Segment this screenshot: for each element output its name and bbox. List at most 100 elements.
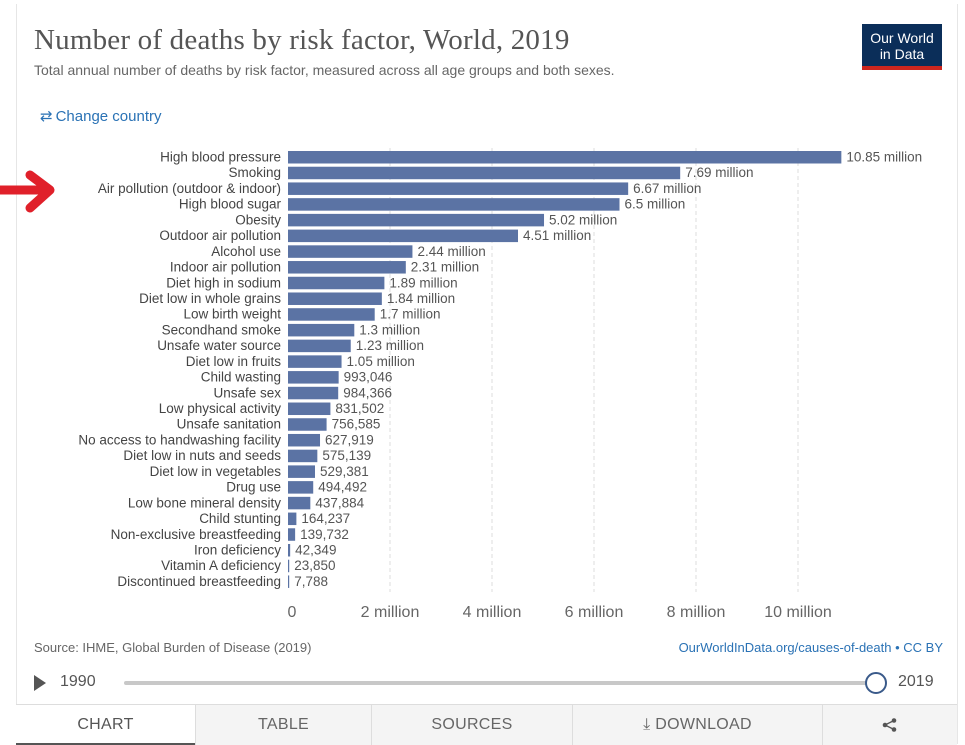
- tab-sources[interactable]: SOURCES: [371, 705, 572, 745]
- category-label: Diet low in nuts and seeds: [123, 448, 281, 463]
- category-label: Air pollution (outdoor & indoor): [98, 181, 281, 196]
- value-label: 1.23 million: [356, 338, 424, 353]
- bar[interactable]: [288, 559, 290, 573]
- logo-line-1: Our World: [870, 30, 934, 46]
- bar[interactable]: [288, 323, 355, 337]
- share-icon: [882, 717, 897, 732]
- category-label: Low bone mineral density: [128, 495, 281, 510]
- value-label: 575,139: [322, 448, 371, 463]
- value-label: 1.89 million: [389, 275, 457, 290]
- category-label: Outdoor air pollution: [159, 228, 281, 243]
- value-label: 831,502: [335, 401, 384, 416]
- bar[interactable]: [288, 213, 545, 227]
- bar[interactable]: [288, 481, 314, 494]
- value-label: 7.69 million: [685, 165, 753, 180]
- timeline: 1990 2019: [34, 670, 944, 698]
- x-tick-label: 4 million: [463, 604, 522, 621]
- bar[interactable]: [288, 339, 351, 353]
- tab-bar: CHART TABLE SOURCES ⤓ DOWNLOAD: [16, 704, 957, 745]
- value-label: 1.84 million: [387, 291, 455, 306]
- value-label: 529,381: [320, 464, 369, 479]
- bar[interactable]: [288, 182, 629, 195]
- chart-frame: [16, 4, 958, 744]
- category-label: Unsafe water source: [157, 338, 281, 353]
- category-label: Diet high in sodium: [166, 275, 281, 290]
- change-country-button[interactable]: ⇄ Change country: [40, 107, 161, 125]
- value-label: 6.67 million: [633, 181, 701, 196]
- chart-title: Number of deaths by risk factor, World, …: [34, 24, 570, 56]
- bar[interactable]: [288, 433, 321, 447]
- bar[interactable]: [288, 449, 318, 463]
- category-label: Diet low in vegetables: [150, 464, 282, 479]
- bar[interactable]: [288, 355, 342, 368]
- bar[interactable]: [288, 512, 297, 526]
- category-label: Low physical activity: [159, 401, 282, 416]
- x-tick-label: 6 million: [565, 604, 624, 621]
- change-country-label: Change country: [55, 108, 162, 125]
- value-label: 23,850: [294, 558, 335, 573]
- category-label: Diet low in fruits: [186, 354, 282, 369]
- bar[interactable]: [288, 544, 291, 557]
- source-note: Source: IHME, Global Burden of Disease (…: [34, 640, 312, 655]
- bar[interactable]: [288, 402, 331, 416]
- value-label: 164,237: [301, 511, 350, 526]
- value-label: 7,788: [294, 574, 328, 589]
- tab-share[interactable]: [822, 705, 957, 745]
- source-link[interactable]: OurWorldInData.org/causes-of-death • CC …: [678, 640, 943, 655]
- tab-chart[interactable]: CHART: [16, 705, 195, 745]
- tab-download[interactable]: ⤓ DOWNLOAD: [572, 705, 822, 745]
- bar[interactable]: [288, 496, 311, 510]
- play-icon[interactable]: [34, 675, 46, 691]
- bar[interactable]: [288, 418, 327, 431]
- category-label: Vitamin A deficiency: [161, 558, 281, 573]
- category-label: Unsafe sanitation: [177, 417, 281, 432]
- bar[interactable]: [288, 386, 339, 400]
- value-label: 5.02 million: [549, 212, 617, 227]
- category-label: Alcohol use: [211, 244, 281, 259]
- category-label: Indoor air pollution: [170, 260, 281, 275]
- category-label: Diet low in whole grains: [139, 291, 281, 306]
- value-label: 993,046: [344, 370, 393, 385]
- timeline-end-year: 2019: [898, 673, 934, 690]
- bar[interactable]: [288, 198, 620, 211]
- category-label: Low birth weight: [183, 307, 281, 322]
- bar[interactable]: [288, 151, 842, 164]
- x-tick-label: 0: [288, 604, 297, 621]
- value-label: 437,884: [315, 495, 364, 510]
- tab-download-label: DOWNLOAD: [655, 716, 752, 733]
- category-label: Obesity: [235, 212, 281, 227]
- category-label: Smoking: [228, 165, 281, 180]
- value-label: 756,585: [332, 417, 381, 432]
- category-label: Child wasting: [201, 370, 281, 385]
- bar[interactable]: [288, 245, 413, 258]
- bar[interactable]: [288, 528, 296, 541]
- bar[interactable]: [288, 292, 382, 305]
- owid-logo[interactable]: Our World in Data: [862, 24, 942, 70]
- bar[interactable]: [288, 261, 406, 274]
- timeline-handle[interactable]: [865, 672, 887, 694]
- bar[interactable]: [288, 465, 315, 478]
- timeline-track[interactable]: [124, 681, 876, 685]
- bar[interactable]: [288, 166, 681, 180]
- bar[interactable]: [288, 371, 339, 384]
- value-label: 1.3 million: [359, 322, 420, 337]
- value-label: 627,919: [325, 432, 374, 447]
- bar[interactable]: [288, 575, 290, 588]
- value-label: 139,732: [300, 527, 349, 542]
- tab-table[interactable]: TABLE: [195, 705, 371, 745]
- value-label: 4.51 million: [523, 228, 591, 243]
- x-tick-label: 2 million: [361, 604, 420, 621]
- red-arrow-annotation-icon: [0, 170, 55, 213]
- value-label: 494,492: [318, 480, 367, 495]
- x-tick-label: 8 million: [667, 604, 726, 621]
- bar[interactable]: [288, 229, 519, 243]
- value-label: 6.5 million: [625, 197, 686, 212]
- bar[interactable]: [288, 276, 385, 290]
- value-label: 10.85 million: [846, 150, 922, 165]
- bar[interactable]: [288, 308, 375, 321]
- category-label: No access to handwashing facility: [78, 432, 281, 447]
- bar-chart: 0 2 million 4 million 6 million 8 million 10 …: [78, 148, 922, 621]
- category-label: Child stunting: [199, 511, 281, 526]
- value-label: 2.44 million: [417, 244, 485, 259]
- category-label: Iron deficiency: [194, 543, 281, 558]
